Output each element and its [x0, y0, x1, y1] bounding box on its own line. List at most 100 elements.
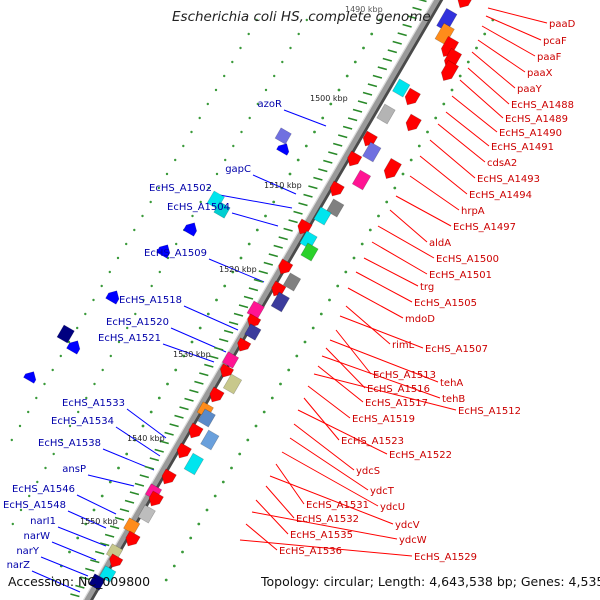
tick-mark: [362, 91, 373, 96]
forward-strand-genes: [88, 0, 475, 591]
gene-label: EcHS_A1517: [365, 398, 428, 409]
gene-arrow: [244, 323, 262, 341]
leader-line: [255, 499, 289, 535]
leader-line: [363, 257, 419, 287]
guide-dot: [215, 298, 218, 302]
tick-mark: [313, 176, 323, 181]
gene-label: EcHS_A1494: [469, 190, 532, 201]
guide-dot: [270, 396, 274, 400]
leader-line: [126, 408, 167, 439]
tick-mark: [238, 304, 249, 309]
guide-dot: [93, 382, 96, 386]
guide-dot: [255, 18, 258, 22]
guide-dot: [76, 326, 79, 330]
guide-dot: [336, 284, 340, 288]
map-title: Escherichia coli HS, complete genome: [172, 9, 431, 25]
guide-dot: [141, 214, 144, 218]
leader-line: [269, 475, 394, 525]
tick-mark: [278, 236, 288, 241]
gene-label: narW: [24, 531, 51, 542]
guide-dot: [149, 200, 152, 204]
leader-line: [67, 510, 107, 529]
tick-mark: [268, 253, 279, 258]
gene-arrow: [436, 7, 458, 33]
tick-mark: [134, 482, 145, 487]
tick-mark: [288, 219, 298, 224]
guide-dot: [28, 494, 31, 498]
gene-label: EcHS_A1533: [62, 398, 125, 409]
gene-arrow: [222, 373, 243, 395]
guide-dot: [352, 256, 356, 260]
gene-label: EcHS_A1520: [106, 317, 169, 328]
tick-mark: [233, 312, 244, 317]
leader-line: [303, 397, 340, 441]
guide-dot: [458, 74, 462, 78]
tick-label: 1530 kbp: [173, 350, 211, 359]
position-ticks: [70, 0, 427, 598]
leader-line: [467, 67, 510, 105]
gene-label: EcHS_A1519: [352, 414, 415, 425]
tick-mark: [109, 525, 120, 530]
leader-line: [487, 7, 548, 24]
leader-line: [339, 315, 424, 349]
guide-dot: [377, 214, 380, 218]
tick-mark: [164, 431, 174, 436]
guide-dot: [434, 116, 438, 120]
gene-arrow: [300, 242, 319, 262]
guide-dot: [215, 172, 219, 176]
tick-label: 1500 kbp: [310, 94, 348, 103]
leader-line: [213, 193, 293, 209]
tick-mark: [392, 40, 402, 45]
accession-label: Accession: NC_009800: [8, 574, 151, 589]
guide-dot: [329, 102, 333, 106]
right-gene-labels: paaD pcaF paaF paaX paaY EcHS_A1488 EcHS_A1489…: [279, 19, 576, 563]
guide-dot: [198, 326, 202, 330]
guide-dot: [100, 284, 103, 288]
leader-line: [281, 451, 379, 507]
leader-line: [347, 287, 404, 319]
guide-dot: [109, 354, 113, 358]
dotted-guide-tracks: [10, 18, 495, 582]
leader-line: [231, 212, 279, 227]
tick-mark: [357, 100, 368, 105]
guide-dot: [273, 74, 276, 78]
guide-dot: [142, 298, 145, 302]
gene-arrow: [440, 59, 460, 82]
guide-dot: [240, 130, 243, 134]
gene-label: azoR: [258, 99, 282, 110]
guide-dot: [92, 298, 95, 302]
gene-arrow: [219, 363, 235, 378]
leader-line: [307, 385, 351, 419]
tick-mark: [253, 278, 264, 283]
guide-dot: [84, 522, 88, 526]
guide-dot: [304, 144, 308, 148]
gene-label: mdoD: [405, 314, 435, 325]
guide-dot: [296, 158, 300, 162]
leader-line: [283, 109, 327, 127]
guide-dot: [442, 102, 446, 106]
guide-dot: [157, 396, 161, 400]
gene-arrow: [66, 340, 81, 355]
guide-dot: [417, 144, 421, 148]
gene-label: EcHS_A1501: [429, 270, 492, 281]
leader-line: [208, 258, 265, 283]
tick-mark: [397, 32, 407, 37]
gene-label: EcHS_A1536: [279, 546, 342, 557]
guide-dot: [254, 424, 258, 428]
leader-line: [297, 409, 388, 455]
gene-arrow: [109, 553, 124, 568]
gene-arrow: [209, 386, 225, 403]
gene-arrow: [392, 78, 411, 98]
gene-label: EcHS_A1531: [306, 500, 369, 511]
guide-dot: [344, 270, 348, 274]
tick-mark: [169, 423, 179, 428]
tick-mark: [218, 338, 229, 343]
guide-dot: [207, 186, 210, 190]
gene-arrow: [282, 272, 302, 292]
guide-dot: [311, 326, 315, 330]
tick-mark: [139, 474, 150, 479]
gene-label: paaY: [517, 84, 543, 95]
gene-label: EcHS_A1518: [119, 295, 182, 306]
gene-arrow: [213, 201, 231, 219]
